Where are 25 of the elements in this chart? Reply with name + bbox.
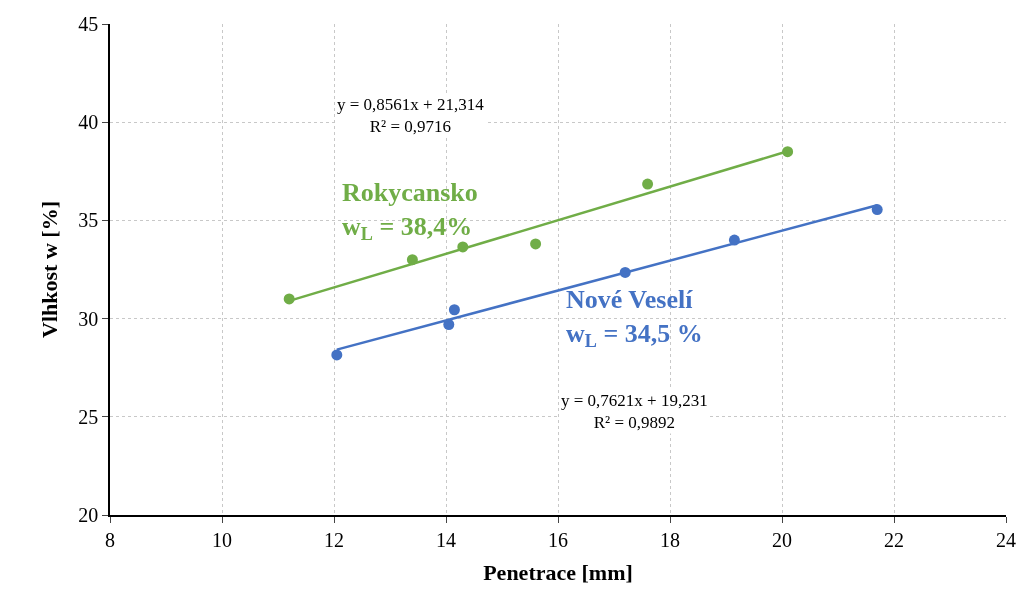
point bbox=[448, 304, 460, 316]
x-tick-label: 16 bbox=[548, 528, 568, 551]
series-label: Nové Veselí w$_{L}$ = 34,5 % bbox=[566, 285, 703, 352]
y-axis-title: Vlhkost w [%] bbox=[36, 201, 62, 338]
y-tick-label: 40 bbox=[78, 111, 99, 134]
x-tick-label: 24 bbox=[996, 528, 1016, 551]
point bbox=[530, 238, 542, 250]
x-tick-label: 14 bbox=[436, 528, 456, 551]
y-tick-label: 25 bbox=[78, 405, 99, 428]
x-tick-label: 10 bbox=[212, 528, 232, 551]
y-tick-label: 30 bbox=[78, 307, 99, 330]
x-tick-label: 8 bbox=[105, 528, 115, 551]
series-label: Rokycansko w$_{L}$ = 38,4% bbox=[342, 178, 478, 245]
x-tick-label: 20 bbox=[772, 528, 792, 551]
x-tick-label: 12 bbox=[324, 528, 344, 551]
y-tick-label: 20 bbox=[78, 504, 99, 526]
y-tick-label: 35 bbox=[78, 209, 99, 232]
annotation: y = 0,7621x + 19,231 R² = 0,9892 bbox=[561, 391, 708, 433]
point bbox=[642, 178, 654, 190]
x-axis-title: Penetrace [mm] bbox=[483, 560, 633, 586]
x-tick-label: 18 bbox=[660, 528, 680, 551]
y-tick-label: 45 bbox=[78, 13, 99, 35]
point bbox=[331, 349, 343, 361]
x-tick-label: 22 bbox=[884, 528, 904, 551]
annotation: y = 0,8561x + 21,314 R² = 0,9716 bbox=[337, 95, 485, 137]
